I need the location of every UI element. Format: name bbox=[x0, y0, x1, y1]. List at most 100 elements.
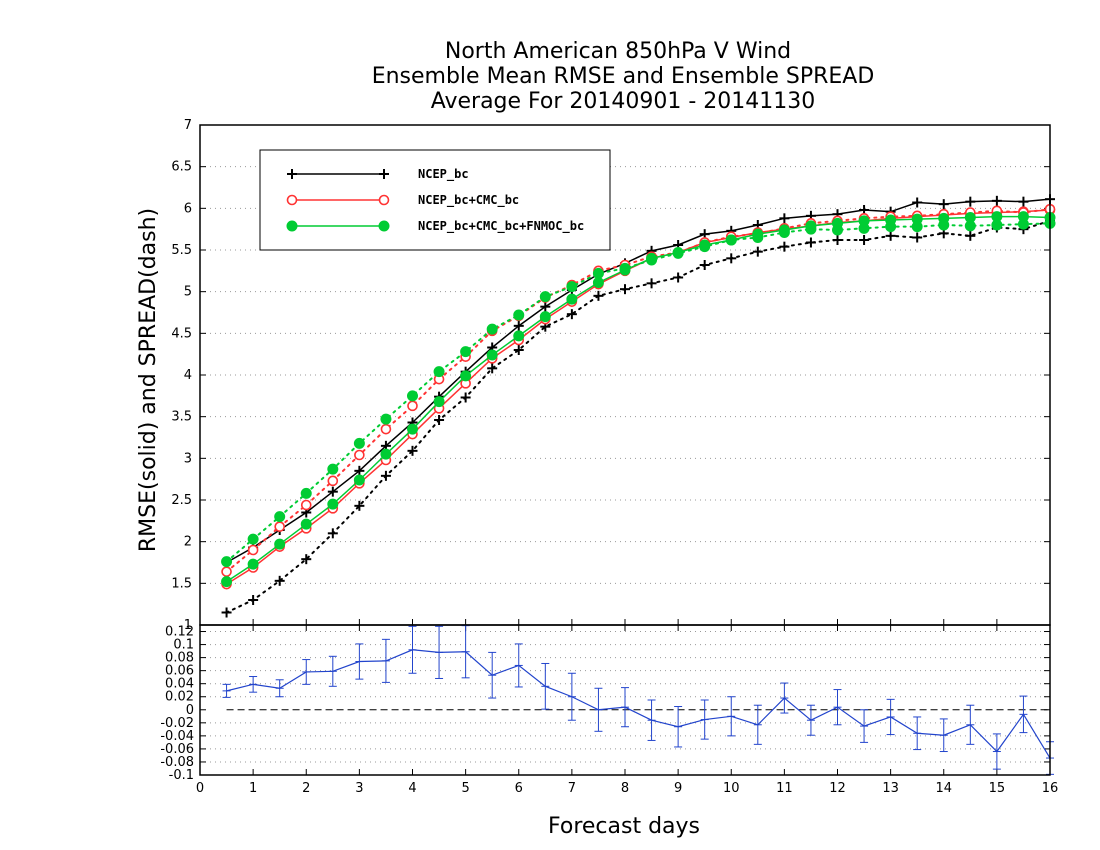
data-point bbox=[1017, 218, 1029, 230]
data-point bbox=[407, 423, 418, 435]
x-tick-label: 12 bbox=[829, 781, 846, 796]
y-tick-label: 5.5 bbox=[171, 243, 192, 258]
y-tick-label: 0.06 bbox=[165, 664, 194, 679]
y-tick-label: 0.02 bbox=[165, 690, 194, 705]
y-tick-label: 0.04 bbox=[165, 677, 194, 692]
y-tick-label: -0.04 bbox=[160, 729, 194, 744]
difference-panel: -0.1-0.08-0.06-0.04-0.0200.020.040.060.0… bbox=[160, 624, 1058, 796]
data-point bbox=[286, 220, 298, 232]
data-point bbox=[858, 222, 870, 234]
legend: NCEP_bc NCEP_bc+CMC_bc NCEP_bc+CMC_bc+FNMO… bbox=[259, 149, 611, 251]
data-point bbox=[407, 400, 418, 412]
data-point bbox=[247, 544, 259, 556]
data-point bbox=[832, 224, 843, 236]
x-tick-label: 1 bbox=[249, 781, 257, 796]
difference-series-0 bbox=[222, 625, 1054, 775]
data-point bbox=[247, 533, 259, 545]
y-tick-label: 2.5 bbox=[171, 493, 192, 508]
data-point bbox=[353, 437, 365, 449]
data-point bbox=[354, 449, 365, 461]
y-tick-label: 0.12 bbox=[165, 625, 194, 640]
series-0 bbox=[221, 194, 1055, 618]
data-point bbox=[327, 463, 339, 475]
data-point bbox=[486, 323, 498, 335]
rmse-line bbox=[226, 198, 1051, 564]
data-point bbox=[380, 448, 392, 460]
x-tick-label: 14 bbox=[935, 781, 952, 796]
data-point bbox=[566, 293, 578, 305]
y-tick-label: -0.08 bbox=[160, 755, 194, 770]
series-2 bbox=[221, 211, 1056, 588]
legend-label: NCEP_bc bbox=[418, 167, 469, 182]
x-tick-label: 7 bbox=[568, 781, 576, 796]
y-tick-label: 3.5 bbox=[171, 410, 192, 425]
y-tick-label: -0.02 bbox=[160, 716, 194, 731]
chart-title-line-2: Ensemble Mean RMSE and Ensemble SPREAD bbox=[372, 64, 875, 89]
legend-label: NCEP_bc+CMC_bc+FNMOC_bc bbox=[418, 219, 584, 234]
data-point bbox=[566, 281, 578, 293]
spread-line bbox=[225, 222, 1051, 563]
data-point bbox=[460, 370, 472, 382]
y-tick-label: 3 bbox=[184, 451, 192, 466]
x-axis-label: Forecast days bbox=[548, 814, 700, 839]
legend-item: NCEP_bc bbox=[287, 167, 469, 182]
data-point bbox=[725, 234, 737, 246]
data-point bbox=[274, 511, 286, 523]
chart-title: North American 850hPa V Wind Ensemble Me… bbox=[372, 39, 875, 114]
y-tick-label: -0.06 bbox=[160, 742, 194, 757]
y-tick-label: 0.08 bbox=[165, 651, 194, 666]
legend-item: NCEP_bc+CMC_bc+FNMOC_bc bbox=[286, 219, 584, 234]
data-point bbox=[619, 262, 631, 274]
data-point bbox=[539, 311, 551, 323]
data-point bbox=[353, 474, 365, 486]
x-tick-label: 8 bbox=[621, 781, 629, 796]
data-point bbox=[513, 309, 525, 321]
data-point bbox=[300, 518, 312, 530]
rmse-line bbox=[226, 215, 1051, 583]
data-point bbox=[274, 538, 286, 550]
data-point bbox=[778, 227, 790, 238]
data-point bbox=[221, 566, 232, 577]
x-tick-label: 11 bbox=[776, 781, 793, 796]
data-point bbox=[407, 390, 418, 402]
data-point bbox=[378, 220, 390, 232]
x-tick-label: 15 bbox=[989, 781, 1006, 796]
data-point bbox=[433, 396, 445, 408]
data-point bbox=[539, 291, 551, 303]
x-tick-label: 13 bbox=[882, 781, 899, 796]
x-tick-label: 0 bbox=[196, 781, 204, 796]
rmse-line bbox=[226, 209, 1051, 585]
legend-item: NCEP_bc+CMC_bc bbox=[286, 193, 519, 208]
y-tick-label: 1.5 bbox=[171, 576, 192, 591]
data-point bbox=[433, 366, 445, 378]
data-point bbox=[380, 423, 392, 435]
y-tick-label: 7 bbox=[184, 118, 192, 133]
data-point bbox=[513, 330, 525, 342]
legend-label: NCEP_bc+CMC_bc bbox=[418, 193, 519, 208]
x-tick-label: 9 bbox=[674, 781, 682, 796]
y-tick-label: 4 bbox=[184, 368, 192, 383]
x-tick-label: 4 bbox=[408, 781, 416, 796]
data-point bbox=[672, 247, 684, 259]
data-point bbox=[964, 220, 976, 232]
data-point bbox=[592, 267, 604, 279]
rmse-spread-panel: 1 1.5 2 2.5 3 3.5 4 4.5 5 5.5 6 6.5 7 bbox=[171, 118, 1056, 633]
x-tick-label: 6 bbox=[515, 781, 523, 796]
data-point bbox=[221, 576, 233, 588]
x-tick-label: 3 bbox=[355, 781, 363, 796]
difference-line bbox=[226, 649, 1051, 759]
spread-line bbox=[225, 208, 1051, 573]
y-tick-label: 6 bbox=[184, 201, 192, 216]
data-point bbox=[911, 221, 923, 233]
y-axis-label: RMSE(solid) and SPREAD(dash) bbox=[136, 208, 161, 552]
y-tick-label: -0.1 bbox=[169, 768, 194, 783]
y-tick-label: 4.5 bbox=[171, 326, 192, 341]
x-tick-label: 10 bbox=[723, 781, 740, 796]
y-tick-label: 0 bbox=[186, 703, 194, 718]
data-point bbox=[646, 254, 658, 266]
chart-title-line-3: Average For 20140901 - 20141130 bbox=[431, 89, 816, 114]
y-tick-label: 6.5 bbox=[171, 160, 192, 175]
data-point bbox=[592, 277, 604, 288]
data-point bbox=[300, 499, 312, 511]
